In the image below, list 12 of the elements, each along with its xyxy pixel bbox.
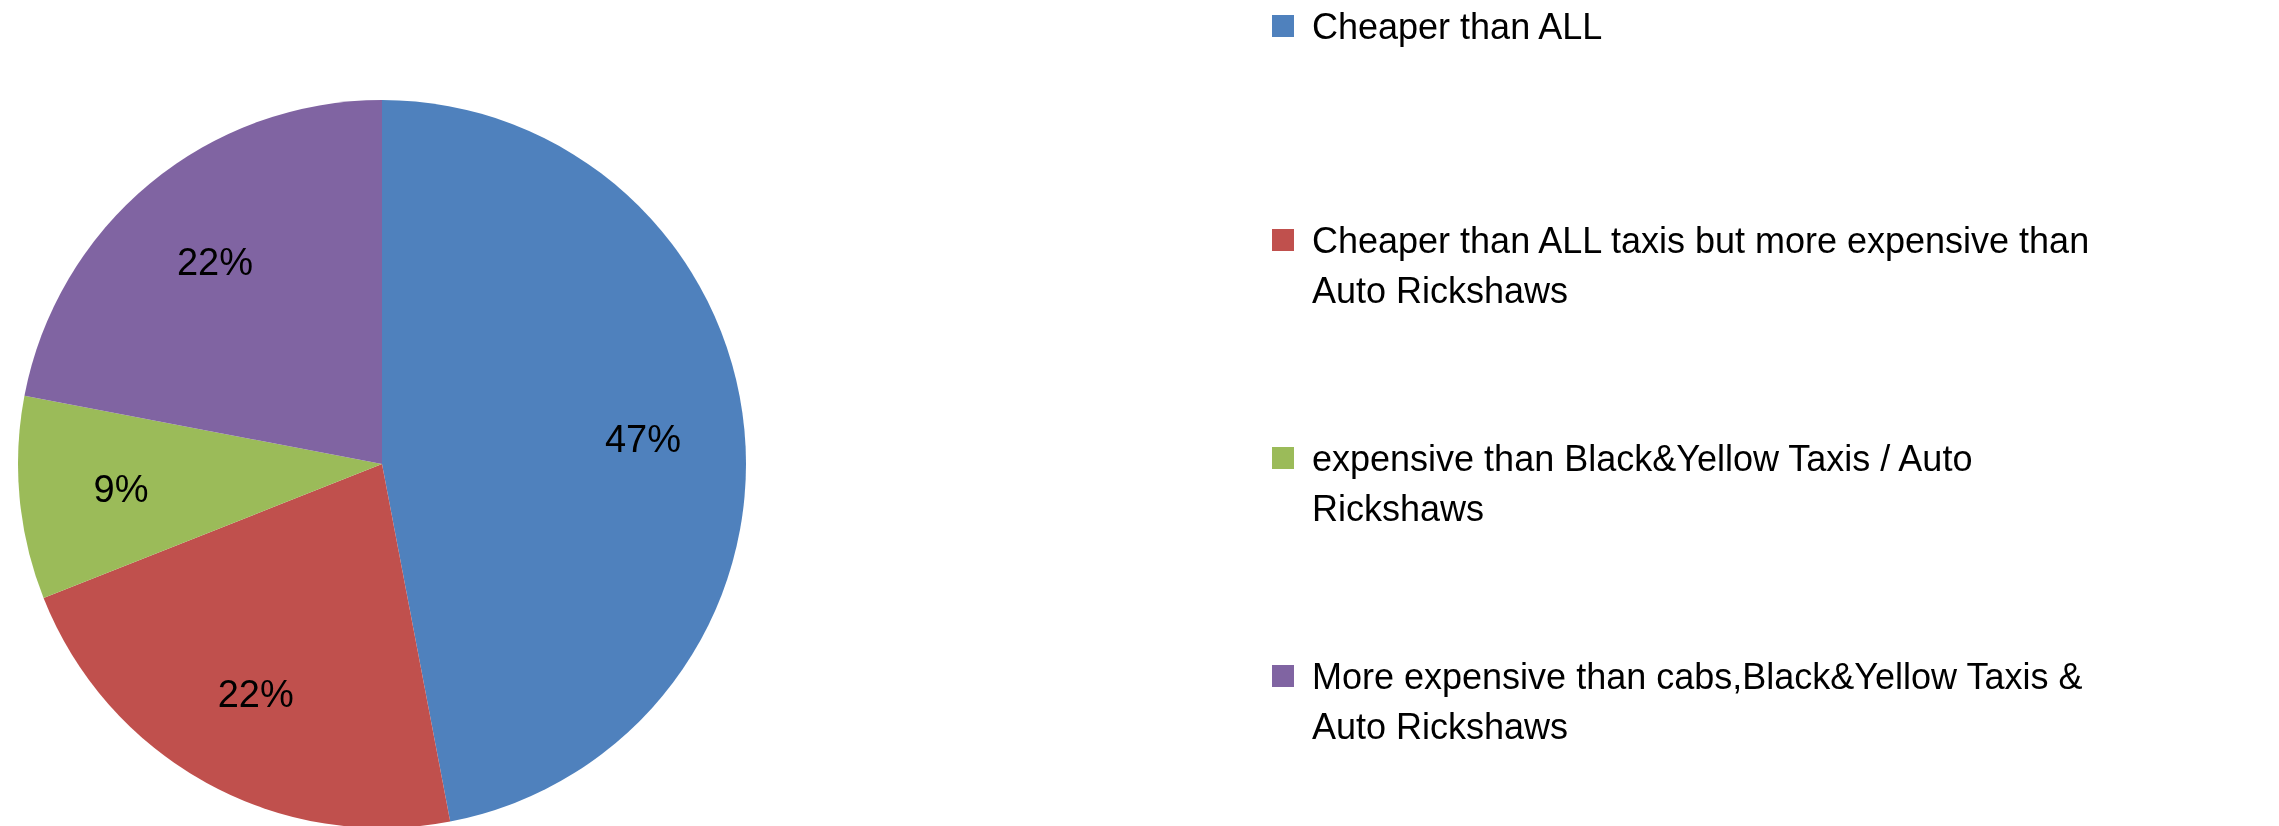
pie-slice (43, 464, 451, 826)
legend-label: expensive than Black&Yellow Taxis / Auto Rickshaws (1312, 437, 1973, 529)
pie-slice (382, 100, 746, 822)
data-label: 9% (93, 467, 149, 510)
legend-label: Cheaper than ALL taxis but more expensive than Auto Rickshaws (1312, 219, 2090, 311)
legend-label: Cheaper than ALL (1312, 5, 1603, 47)
data-label: 22% (176, 241, 253, 284)
data-label: 47% (604, 418, 681, 461)
legend-label: More expensive than cabs,Black&Yellow Taxis & Auto Rickshaws (1312, 655, 2083, 747)
pie-slice (24, 100, 382, 464)
pie-slice (18, 395, 382, 598)
data-label: 22% (217, 672, 294, 715)
